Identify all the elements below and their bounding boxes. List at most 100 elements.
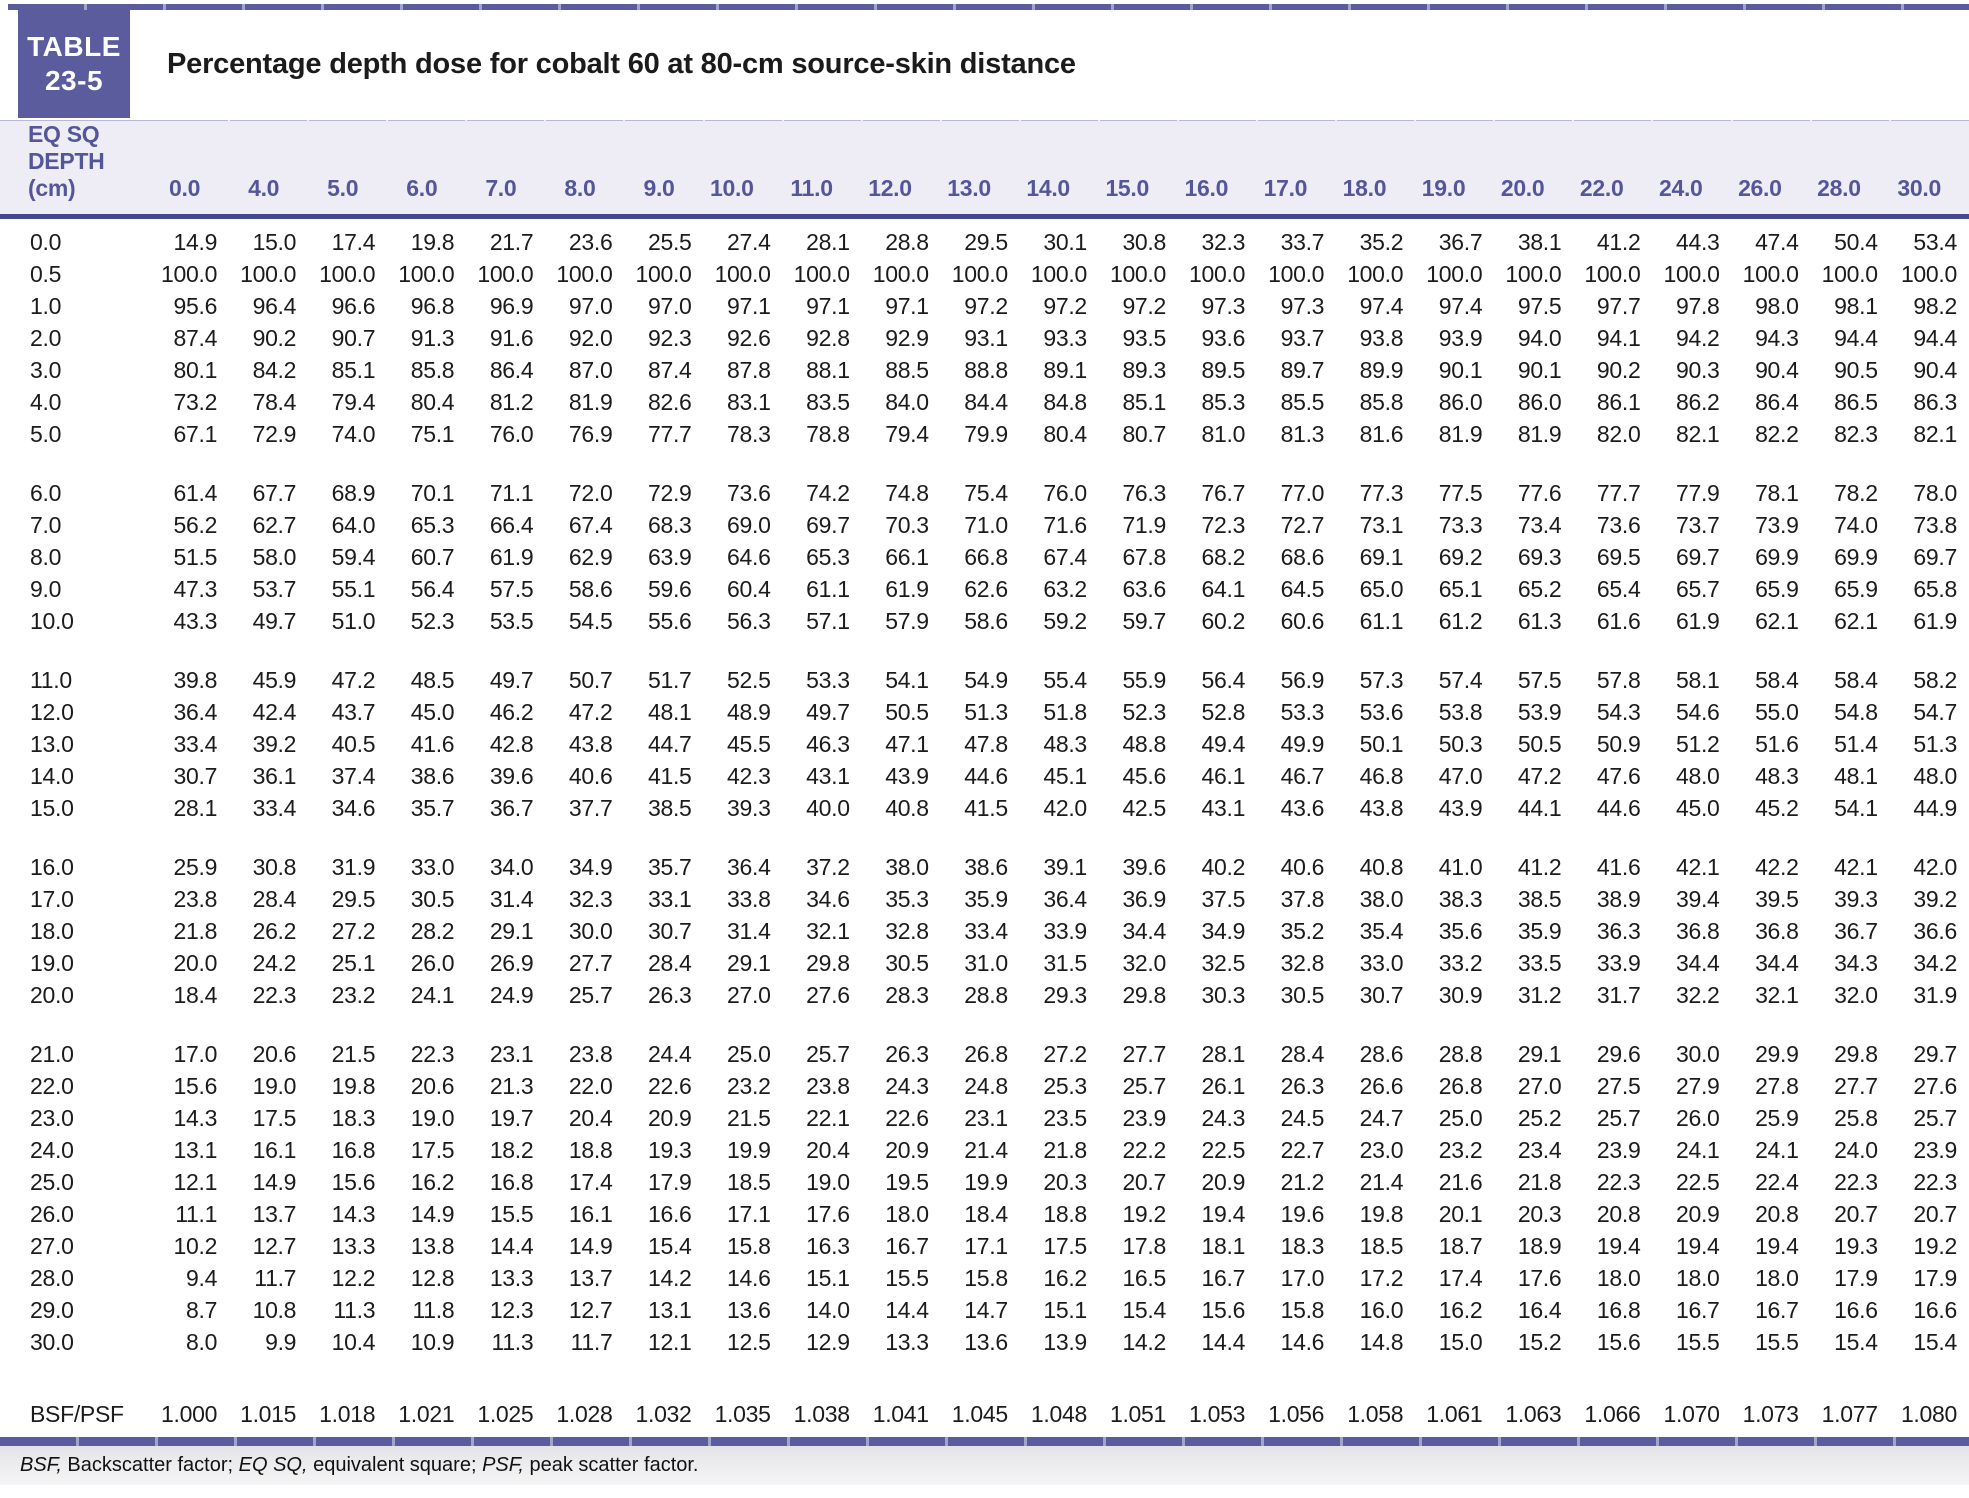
- spacer-cell: [0, 825, 1969, 852]
- row-label-cell: 15.0: [30, 795, 74, 822]
- value-cell: 26.6: [1359, 1073, 1404, 1100]
- value-cell: 35.6: [1438, 918, 1483, 945]
- value-cell: 13.3: [489, 1265, 534, 1292]
- value-cell: 65.0: [1359, 576, 1404, 603]
- value-cell: 32.2: [1675, 982, 1720, 1009]
- value-cell: 11.3: [333, 1297, 376, 1324]
- table-number-badge: TABLE 23-5: [18, 10, 130, 118]
- value-cell: 19.8: [1359, 1201, 1404, 1228]
- value-cell: 36.4: [1043, 886, 1087, 913]
- value-cell: 44.3: [1675, 229, 1720, 256]
- value-cell: 38.6: [964, 854, 1008, 881]
- value-cell: 19.6: [1280, 1201, 1325, 1228]
- value-cell: 90.5: [1834, 357, 1878, 384]
- value-cell: 40.5: [331, 731, 376, 758]
- value-cell: 14.9: [568, 1233, 613, 1260]
- value-cell: 51.2: [1675, 731, 1720, 758]
- row-label-cell: 21.0: [30, 1041, 74, 1068]
- value-cell: 24.3: [1201, 1105, 1246, 1132]
- value-cell: 44.7: [647, 731, 692, 758]
- value-cell: 73.3: [1438, 512, 1483, 539]
- value-cell: 43.6: [1280, 795, 1325, 822]
- table-row: 26.0 11.1 13.7 14.3 14.9 15.5 16.1 16.6 17.1 17.6…: [0, 1199, 1969, 1231]
- value-cell: 16.6: [647, 1201, 692, 1228]
- value-cell: 17.8: [1122, 1233, 1167, 1260]
- value-cell: 55.1: [331, 576, 376, 603]
- value-cell: 30.9: [1438, 982, 1483, 1009]
- value-cell: 24.1: [410, 982, 455, 1009]
- value-cell: 29.1: [489, 918, 534, 945]
- value-cell: 15.4: [1122, 1297, 1167, 1324]
- value-cell: 33.1: [647, 886, 692, 913]
- value-cell: 92.8: [806, 325, 850, 352]
- value-cell: 49.7: [252, 608, 297, 635]
- value-cell: 18.0: [1755, 1265, 1799, 1292]
- table-row: 0.0 14.9 15.0 17.4 19.8 21.7 23.6 25.5 27.4 28.1 2…: [0, 227, 1969, 259]
- value-cell: 36.4: [727, 854, 771, 881]
- value-cell: 45.0: [410, 699, 455, 726]
- value-cell: 48.3: [1043, 731, 1087, 758]
- value-cell: 56.3: [727, 608, 771, 635]
- value-cell: 41.5: [647, 763, 692, 790]
- value-cell: 38.3: [1438, 886, 1483, 913]
- value-cell: 20.0: [173, 950, 218, 977]
- value-cell: 14.7: [964, 1297, 1008, 1324]
- value-cell: 39.2: [252, 731, 297, 758]
- value-cell: 48.5: [410, 667, 455, 694]
- value-cell: 55.0: [1755, 699, 1799, 726]
- value-cell: 29.5: [331, 886, 376, 913]
- value-cell: 29.8: [1122, 982, 1167, 1009]
- value-cell: 23.8: [173, 886, 218, 913]
- value-cell: 85.8: [1359, 389, 1404, 416]
- value-cell: 17.9: [1913, 1265, 1957, 1292]
- value-cell: 61.1: [1359, 608, 1404, 635]
- value-cell: 86.0: [1438, 389, 1483, 416]
- value-cell: 27.2: [331, 918, 376, 945]
- value-cell: 25.3: [1043, 1073, 1087, 1100]
- row-label-cell: 12.0: [30, 699, 74, 726]
- value-cell: 84.2: [252, 357, 297, 384]
- table-row: 30.0 8.0 9.9 10.4 10.9 11.3 11.7 12.1 12.5 12.9 13…: [0, 1327, 1969, 1359]
- value-cell: 23.0: [1359, 1137, 1404, 1164]
- value-cell: 100.0: [714, 261, 771, 288]
- value-cell: 31.4: [489, 886, 534, 913]
- value-cell: 18.9: [1517, 1233, 1562, 1260]
- value-cell: 41.6: [410, 731, 455, 758]
- value-cell: 54.1: [1834, 795, 1878, 822]
- value-cell: 94.4: [1834, 325, 1878, 352]
- value-cell: 33.4: [173, 731, 218, 758]
- value-cell: 57.8: [1596, 667, 1641, 694]
- value-cell: 73.6: [727, 480, 771, 507]
- footnote-abbreviation: PSF,: [482, 1453, 524, 1476]
- value-cell: 65.7: [1675, 576, 1720, 603]
- value-cell: 100.0: [1347, 261, 1404, 288]
- value-cell: 30.0: [1675, 1041, 1720, 1068]
- column-header: 15.0: [1097, 119, 1179, 220]
- value-cell: 24.1: [1755, 1137, 1799, 1164]
- value-cell: 67.7: [252, 480, 297, 507]
- value-cell: 64.0: [331, 512, 376, 539]
- value-cell: 12.7: [568, 1297, 613, 1324]
- value-cell: 22.0: [568, 1073, 613, 1100]
- value-cell: 65.1: [1438, 576, 1483, 603]
- value-cell: 55.9: [1122, 667, 1167, 694]
- value-cell: 46.8: [1359, 763, 1404, 790]
- table-row: 20.0 18.4 22.3 23.2 24.1 24.9 25.7 26.3 27.0 27.6…: [0, 980, 1969, 1012]
- value-cell: 18.5: [1359, 1233, 1404, 1260]
- value-cell: 25.2: [1517, 1105, 1562, 1132]
- value-cell: 22.4: [1755, 1169, 1799, 1196]
- row-label-cell: 8.0: [30, 544, 62, 571]
- column-header: 5.0: [307, 119, 388, 220]
- value-cell: 73.9: [1755, 512, 1799, 539]
- value-cell: 26.0: [1675, 1105, 1720, 1132]
- table-row: 28.0 9.4 11.7 12.2 12.8 13.3 13.7 14.2 14.6 15.1 1…: [0, 1263, 1969, 1295]
- value-cell: 61.6: [1596, 608, 1641, 635]
- value-cell: 29.9: [1755, 1041, 1799, 1068]
- value-cell: 14.2: [647, 1265, 692, 1292]
- value-cell: 1.032: [635, 1401, 692, 1428]
- value-cell: 39.4: [1675, 886, 1720, 913]
- value-cell: 45.0: [1675, 795, 1720, 822]
- value-cell: 18.3: [1280, 1233, 1325, 1260]
- value-cell: 25.7: [568, 982, 613, 1009]
- value-cell: 36.8: [1755, 918, 1799, 945]
